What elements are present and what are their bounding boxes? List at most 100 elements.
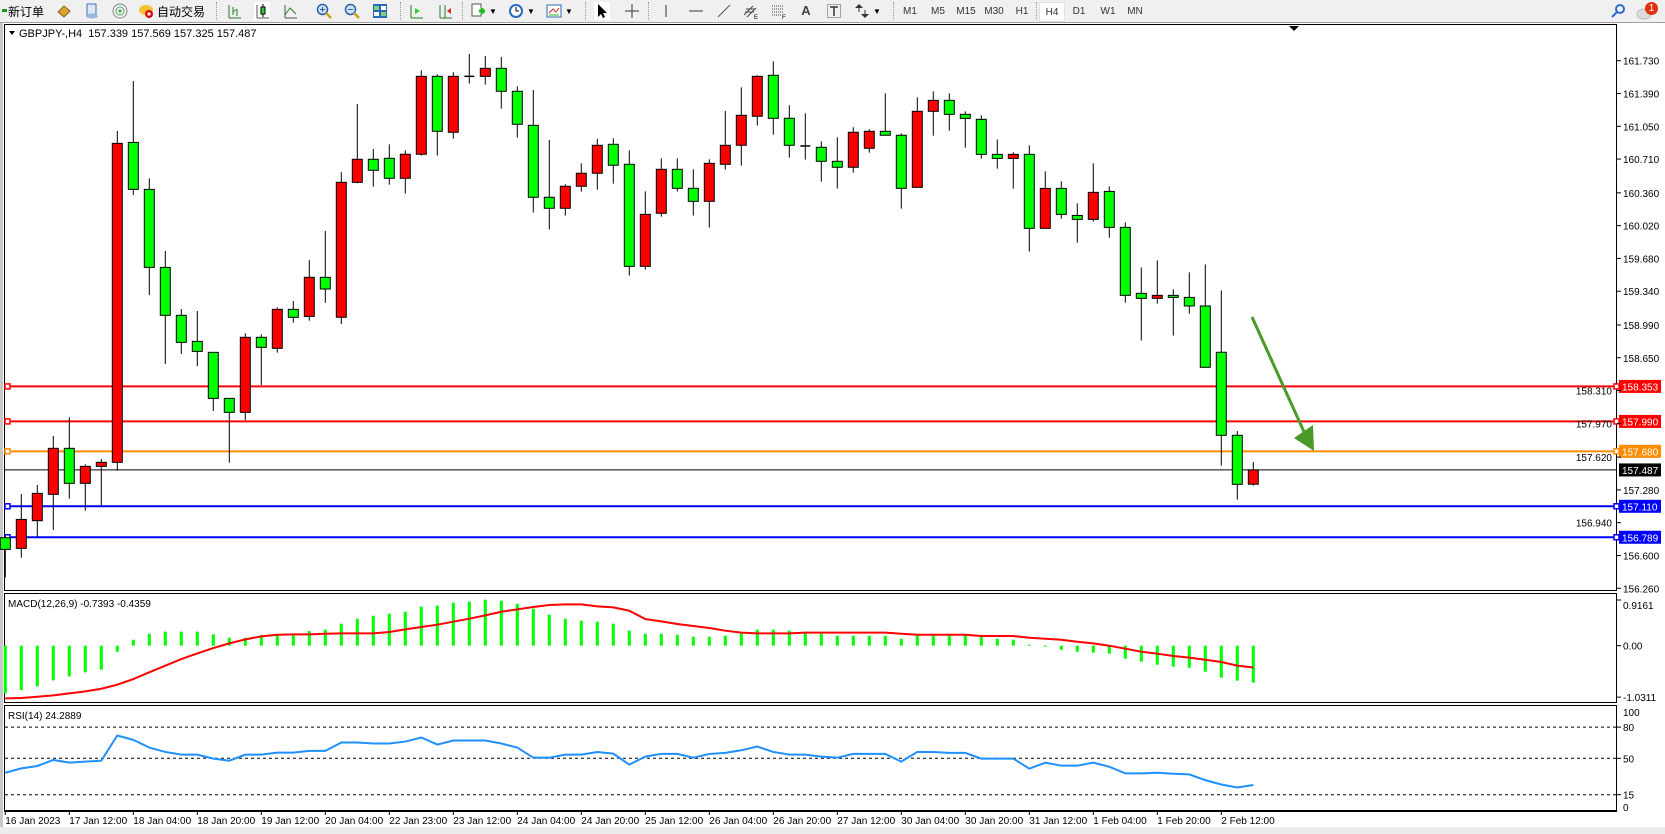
macd-histogram-bar	[691, 636, 695, 646]
new-order-button[interactable]: 新订单	[2, 2, 44, 20]
toolbar-separator	[893, 2, 895, 20]
macd-histogram-bar	[1011, 639, 1015, 646]
line-anchor-handle	[4, 448, 11, 455]
candle	[1151, 260, 1163, 304]
search-button[interactable]	[1610, 2, 1626, 20]
time-tick-label: 26 Jan 04:00	[709, 816, 767, 827]
candle	[351, 104, 363, 184]
svg-text:F: F	[782, 15, 786, 19]
market-watch-button[interactable]	[56, 2, 72, 20]
fibonacci-icon: F	[771, 3, 787, 21]
line-anchor-handle	[4, 503, 11, 510]
auto-trading-button[interactable]: 自动交易	[138, 2, 205, 20]
auto-scroll-button[interactable]	[408, 2, 424, 20]
toolbar-separator	[462, 2, 464, 20]
period-m5[interactable]: M5	[931, 5, 945, 17]
price-tick-label: 159.680	[1623, 254, 1660, 265]
candles	[0, 53, 1259, 578]
horizontal-line-button[interactable]	[688, 2, 704, 20]
candlestick-button[interactable]	[254, 2, 270, 20]
search-icon	[1610, 3, 1626, 19]
horizontal-line-price-label: 157.110	[1622, 502, 1658, 513]
signals-button[interactable]	[112, 2, 128, 20]
cursor-button[interactable]	[594, 2, 610, 20]
macd-histogram-bar	[1091, 645, 1095, 653]
candle	[527, 89, 539, 213]
fibonacci-button[interactable]: F	[771, 2, 787, 21]
navigator-button[interactable]	[84, 2, 100, 20]
candle	[95, 459, 107, 506]
trendline-button[interactable]	[716, 2, 732, 20]
candle-body	[687, 187, 699, 202]
rsi-tick-label: 0	[1623, 803, 1629, 814]
macd-tick-label: -1.0311	[1623, 693, 1657, 704]
macd-pane[interactable]	[4, 593, 1617, 703]
arrows-button[interactable]: ▼	[854, 2, 881, 20]
zoom-in-button[interactable]	[316, 2, 332, 20]
vertical-line-button[interactable]	[658, 2, 674, 20]
period-h1[interactable]: H1	[1015, 5, 1029, 17]
candle-body	[1167, 294, 1179, 298]
horizontal-line-price-label: 158.353	[1622, 382, 1659, 393]
zoom-out-button[interactable]	[344, 2, 360, 20]
chart-window[interactable]: 158.353 157.990 157.680 157.110 156.789 157.4…	[0, 23, 1665, 834]
main-pane[interactable]	[4, 24, 1617, 591]
chart-header-text: GBPJPY-,H4 157.339 157.569 157.325 157.4…	[19, 28, 257, 40]
toolbar-separator	[585, 2, 587, 20]
candle-body	[15, 518, 27, 549]
period-d1[interactable]: D1	[1072, 5, 1086, 17]
chart-shift-icon	[437, 3, 453, 19]
tile-windows-button[interactable]	[372, 2, 388, 20]
period-w1[interactable]: W1	[1100, 5, 1116, 17]
candle	[687, 169, 699, 216]
candle	[815, 141, 827, 182]
chart-menu-triangle-icon[interactable]	[9, 31, 15, 35]
candle	[559, 184, 571, 216]
candle	[303, 260, 315, 321]
macd-histogram-bar	[851, 635, 855, 646]
templates-button[interactable]: ▼	[546, 2, 573, 20]
equidistant-channel-button[interactable]: E	[743, 2, 759, 21]
candle-body	[447, 75, 459, 133]
macd-tick-label: 0.9161	[1623, 601, 1654, 612]
periods-button[interactable]: ▼	[508, 2, 535, 20]
macd-histogram-bar	[787, 630, 791, 646]
annotation-arrow[interactable]	[1250, 316, 1314, 451]
period-m15[interactable]: M15	[956, 5, 976, 17]
period-m30[interactable]: M30	[984, 5, 1004, 17]
line-chart-icon	[282, 3, 298, 19]
chart-shift-marker-icon[interactable]	[1289, 26, 1299, 31]
candle-body	[1023, 153, 1035, 229]
new-chart-button[interactable]: ▼	[470, 2, 497, 20]
period-m1[interactable]: M1	[903, 5, 917, 17]
macd-histogram-bar	[115, 645, 119, 652]
time-tick-label: 30 Jan 04:00	[901, 816, 959, 827]
text-button[interactable]: A	[798, 2, 814, 20]
text-label-button[interactable]	[826, 2, 842, 20]
candle	[1055, 181, 1067, 219]
auto-trading-label: 自动交易	[157, 4, 206, 19]
candle-body	[591, 144, 603, 174]
chart-shift-button[interactable]	[437, 2, 453, 20]
candle-body	[623, 163, 635, 267]
macd-histogram-bar	[563, 618, 567, 646]
macd-histogram-bar	[371, 615, 375, 646]
rsi-tick-label: 15	[1623, 791, 1635, 802]
period-h4[interactable]: H4	[1039, 2, 1065, 22]
candle-body	[543, 196, 555, 209]
candle-body	[255, 336, 267, 348]
line-chart-button[interactable]	[282, 2, 298, 20]
candle	[1119, 222, 1131, 303]
macd-histogram-bar	[771, 629, 775, 646]
rsi-title: RSI(14) 24.2889	[8, 711, 82, 722]
candle	[1199, 264, 1211, 368]
period-mn[interactable]: MN	[1127, 5, 1143, 17]
notifications-button[interactable]: 1	[1636, 2, 1660, 20]
candle	[1087, 163, 1099, 222]
crosshair-button[interactable]	[624, 2, 640, 20]
bar-chart-button[interactable]	[226, 2, 242, 20]
candle-body	[479, 67, 491, 77]
candle-body	[495, 67, 507, 92]
macd-histogram-bar	[339, 623, 343, 646]
chevron-down-icon: ▼	[527, 6, 535, 16]
